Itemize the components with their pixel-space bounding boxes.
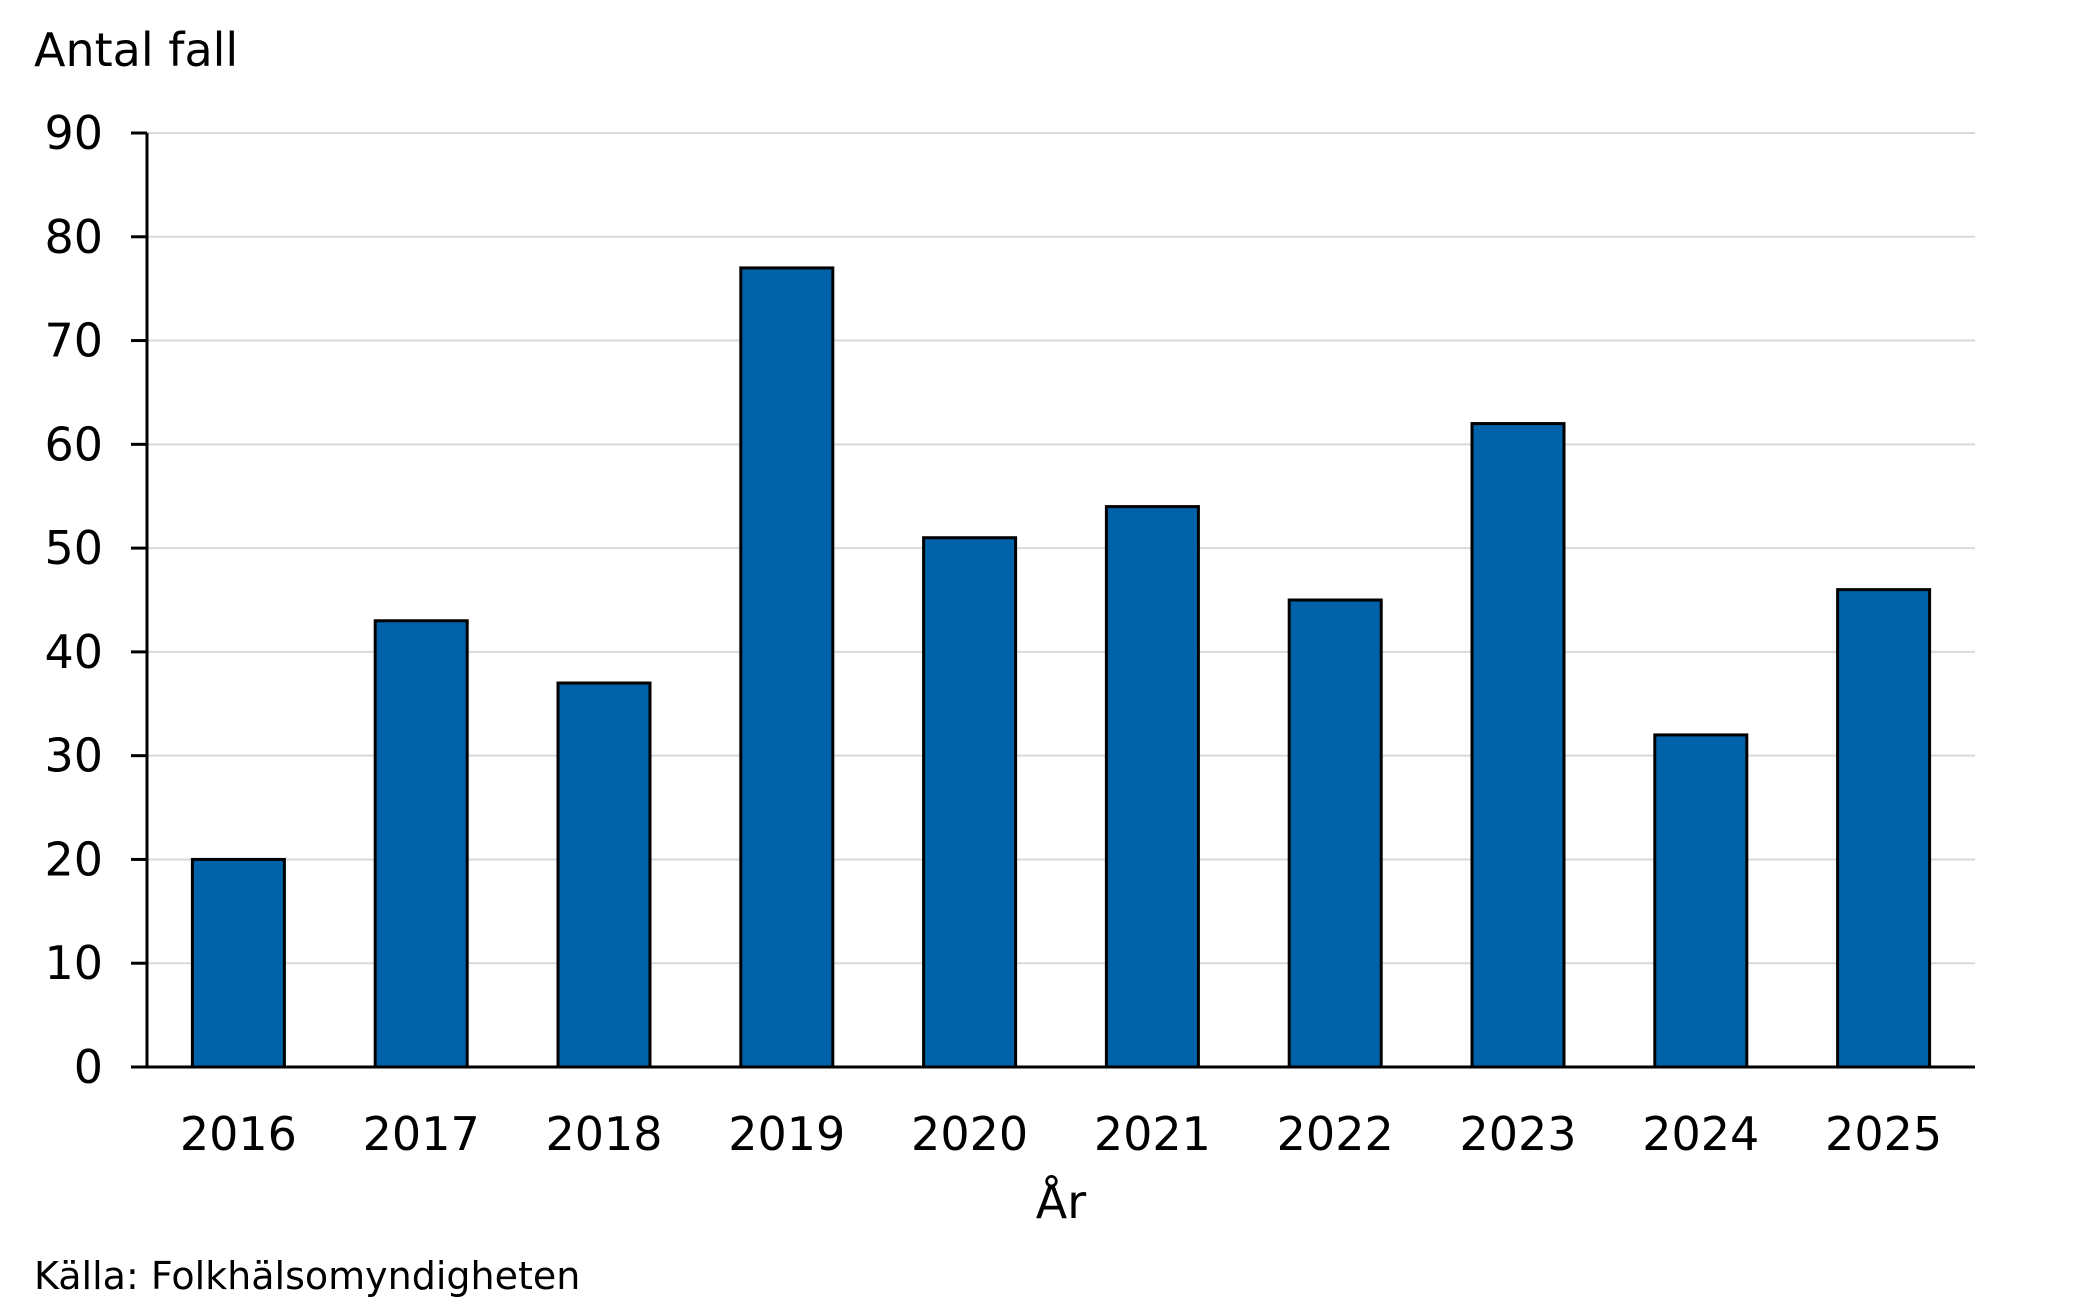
x-tick-label: 2018 bbox=[545, 1107, 662, 1161]
bar-2021 bbox=[1104, 505, 1200, 1069]
x-tick-label: 2020 bbox=[911, 1107, 1028, 1161]
bar-2018 bbox=[556, 681, 652, 1069]
x-tick-label: 2022 bbox=[1277, 1107, 1394, 1161]
x-axis-label: År bbox=[1035, 1175, 1087, 1229]
y-tick-label: 60 bbox=[44, 417, 103, 471]
x-tick-label: 2025 bbox=[1825, 1107, 1942, 1161]
x-tick-label: 2023 bbox=[1459, 1107, 1576, 1161]
bar-2022 bbox=[1287, 598, 1383, 1069]
x-tick-label: 2017 bbox=[363, 1107, 480, 1161]
bar-2019 bbox=[739, 266, 835, 1069]
bar-2024 bbox=[1653, 733, 1749, 1069]
y-axis-ticks: 0 10 20 30 40 50 60 70 80 90 bbox=[44, 106, 147, 1094]
y-tick-label: 70 bbox=[44, 314, 103, 368]
bars bbox=[190, 266, 1932, 1069]
y-tick-label: 0 bbox=[74, 1040, 103, 1094]
source-note: Källa: Folkhälsomyndigheten bbox=[34, 1254, 581, 1298]
axes bbox=[131, 133, 1975, 1069]
y-tick-label: 90 bbox=[44, 106, 103, 160]
bar-2017 bbox=[373, 619, 469, 1069]
x-axis-ticks: 2016 2017 2018 2019 2020 2021 2022 2023 2024 2025 bbox=[180, 1107, 1942, 1161]
y-tick-label: 40 bbox=[44, 625, 103, 679]
y-tick-label: 80 bbox=[44, 210, 103, 264]
x-tick-label: 2024 bbox=[1642, 1107, 1759, 1161]
y-tick-label: 50 bbox=[44, 521, 103, 575]
bar-2023 bbox=[1470, 422, 1566, 1069]
y-tick-label: 30 bbox=[44, 729, 103, 783]
x-tick-label: 2019 bbox=[728, 1107, 845, 1161]
bar-2025 bbox=[1836, 588, 1932, 1069]
bar-2020 bbox=[922, 536, 1018, 1069]
x-tick-label: 2016 bbox=[180, 1107, 297, 1161]
y-tick-label: 20 bbox=[44, 832, 103, 886]
x-tick-label: 2021 bbox=[1094, 1107, 1211, 1161]
bar-2016 bbox=[190, 857, 286, 1069]
y-tick-label: 10 bbox=[44, 936, 103, 990]
y-axis-label: Antal fall bbox=[34, 23, 239, 77]
